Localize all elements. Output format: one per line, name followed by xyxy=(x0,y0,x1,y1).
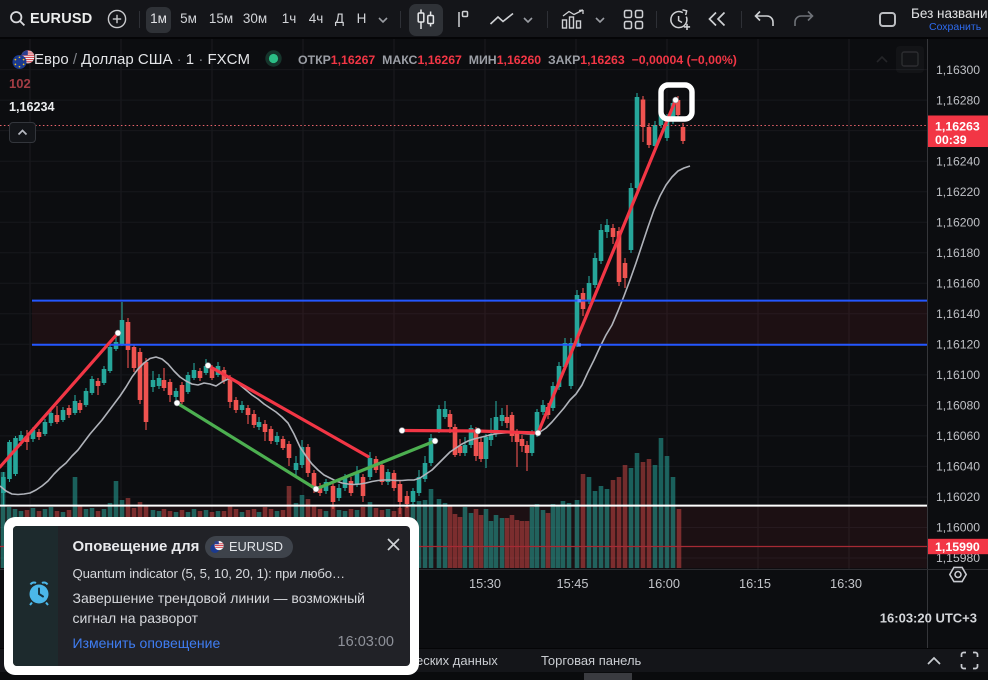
svg-text:1,16020: 1,16020 xyxy=(936,490,980,504)
svg-text:1,16060: 1,16060 xyxy=(936,429,980,443)
svg-text:16:15: 16:15 xyxy=(739,576,771,591)
svg-text:1,16120: 1,16120 xyxy=(936,338,980,352)
svg-text:15:30: 15:30 xyxy=(469,576,501,591)
svg-text:1,16240: 1,16240 xyxy=(936,154,980,168)
svg-text:15:45: 15:45 xyxy=(556,576,588,591)
svg-text:1,16200: 1,16200 xyxy=(936,215,980,229)
svg-text:1,16100: 1,16100 xyxy=(936,368,980,382)
svg-text:1,16140: 1,16140 xyxy=(936,307,980,321)
svg-text:1,16300: 1,16300 xyxy=(936,63,980,77)
svg-text:1,15980: 1,15980 xyxy=(936,551,980,565)
svg-text:1,16180: 1,16180 xyxy=(936,246,980,260)
svg-text:1,16080: 1,16080 xyxy=(936,399,980,413)
svg-text:1,16000: 1,16000 xyxy=(936,521,980,535)
svg-text:1,16220: 1,16220 xyxy=(936,185,980,199)
svg-text:16:30: 16:30 xyxy=(830,576,862,591)
svg-text:1,16160: 1,16160 xyxy=(936,277,980,291)
svg-text:16:03:20 UTC+3: 16:03:20 UTC+3 xyxy=(880,611,977,626)
svg-text:1,15990: 1,15990 xyxy=(935,540,980,554)
svg-text:1,16040: 1,16040 xyxy=(936,460,980,474)
svg-text:00:39: 00:39 xyxy=(935,133,967,147)
svg-text:16:00: 16:00 xyxy=(648,576,680,591)
svg-text:1,16280: 1,16280 xyxy=(936,93,980,107)
svg-text:1,16263: 1,16263 xyxy=(935,120,980,134)
